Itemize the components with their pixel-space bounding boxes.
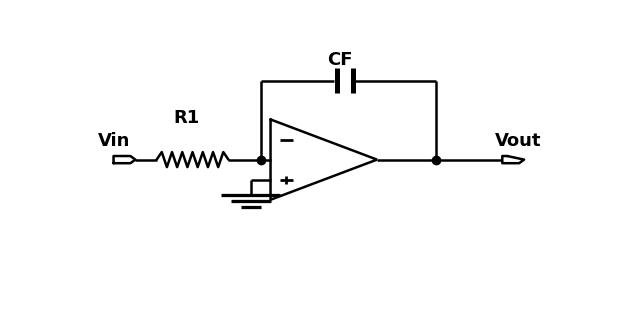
Text: Vout: Vout	[495, 132, 541, 150]
Text: R1: R1	[173, 109, 199, 127]
Text: CF: CF	[327, 52, 353, 69]
Text: Vin: Vin	[98, 132, 131, 150]
